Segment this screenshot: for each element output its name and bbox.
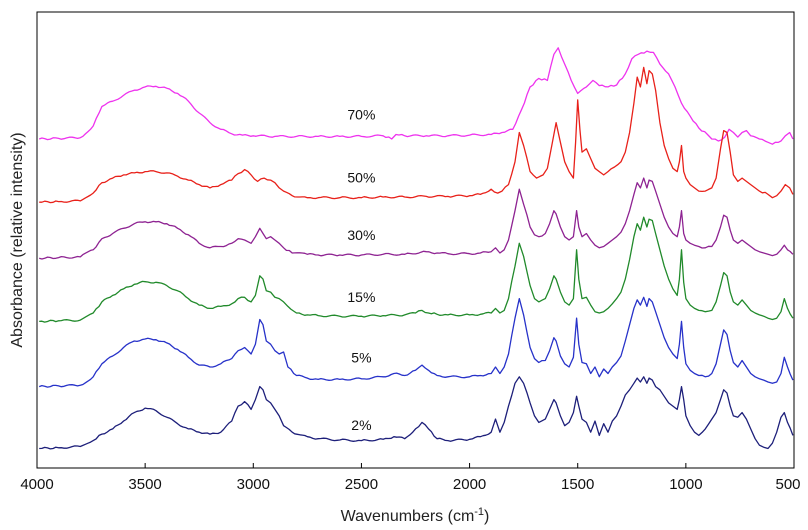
x-axis-ticks: 4000 3500 3000 2500 2000 1500 1000 500 [20, 463, 801, 493]
series-line-70-percent [38, 47, 794, 145]
x-tick-label-3000: 3000 [237, 476, 270, 493]
x-tick-label-2000: 2000 [453, 476, 486, 493]
x-tick-label-500: 500 [775, 476, 800, 493]
series-label-50-percent: 50% [347, 170, 375, 186]
x-tick-label-1000: 1000 [669, 476, 702, 493]
x-axis-title-superscript: -1 [474, 506, 484, 518]
plot-frame [36, 11, 795, 469]
series-label-70-percent: 70% [347, 107, 375, 123]
series-layer [38, 47, 794, 450]
x-axis-title-main: Wavenumbers (cm [341, 508, 475, 525]
series-line-15-percent [39, 216, 794, 323]
series-label-30-percent: 30% [347, 227, 375, 243]
series-line-50-percent [39, 66, 794, 204]
series-label-2-percent: 2% [351, 417, 371, 433]
x-axis-title: Wavenumbers (cm-1) [341, 506, 490, 525]
x-axis-title-close: ) [484, 508, 489, 525]
series-label-layer: 70% 50% 30% 15% 5% 2% [347, 107, 375, 434]
y-axis-title: Absorbance (relative intensity) [9, 132, 26, 347]
series-label-5-percent: 5% [351, 350, 371, 366]
series-line-30-percent [39, 177, 794, 260]
x-tick-label-3500: 3500 [128, 476, 161, 493]
x-tick-label-1500: 1500 [561, 476, 594, 493]
series-line-2-percent [39, 376, 794, 450]
x-tick-label-2500: 2500 [345, 476, 378, 493]
series-label-15-percent: 15% [347, 289, 375, 305]
x-tick-label-4000: 4000 [20, 476, 53, 493]
series-line-5-percent [38, 296, 794, 388]
